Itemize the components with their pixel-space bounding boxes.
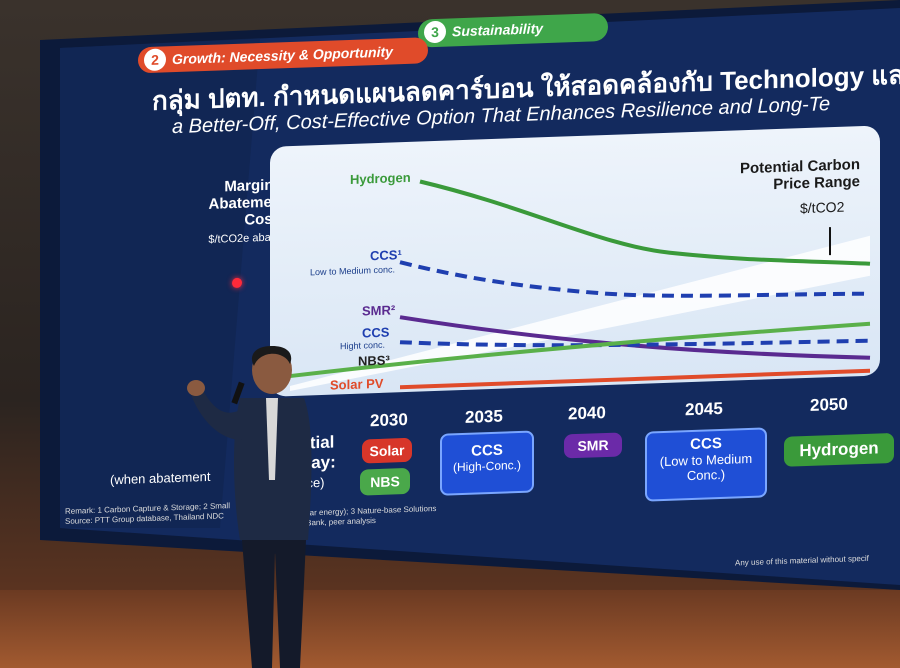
speaker-figure [187, 346, 312, 668]
year-label: 2040 [568, 402, 606, 424]
year-label: 2035 [465, 406, 503, 427]
presentation-slide: 3 Sustainability 2 Growth: Necessity & Opp… [65, 0, 900, 580]
year-label: 2030 [370, 409, 408, 431]
series-line-hydrogen [419, 179, 871, 266]
series-label-nbs: NBS³ [358, 352, 390, 369]
series-label-ccs-high: CCS [362, 324, 390, 341]
tab-growth: 2 Growth: Necessity & Opportunity [138, 37, 428, 74]
series-label-hydrogen: Hydrogen [350, 169, 411, 187]
laser-pointer-dot [232, 277, 242, 289]
tab-number: 2 [144, 48, 166, 72]
stage-floor [0, 590, 900, 668]
series-label-solar: Solar PV [330, 375, 384, 393]
series-label-ccs-low: CCS¹ [370, 247, 402, 264]
chart-panel: Hydrogen CCS¹ Low to Medium conc. SMR² C… [270, 125, 880, 397]
year-label: 2045 [685, 398, 723, 420]
tech-box-ccs-low: CCS (Low to Medium Conc.) [645, 427, 767, 502]
carbon-price-band [290, 235, 870, 392]
chart-svg [289, 179, 871, 392]
tech-box-smr: SMR [564, 432, 622, 459]
year-label: 2050 [810, 394, 848, 415]
tech-box-ccs-high: CCS (High-Conc.) [440, 430, 534, 496]
price-range-label: Potential Carbon Price Range [739, 156, 860, 194]
series-label-smr: SMR² [362, 302, 396, 319]
series-line-solar [400, 368, 870, 390]
series-line-nbs [289, 321, 871, 379]
tech-box-hydrogen: Hydrogen [784, 432, 894, 467]
tab-number: 3 [424, 20, 446, 44]
tab-label: Growth: Necessity & Opportunity [172, 43, 393, 68]
price-range-unit: $/tCO2 [800, 198, 845, 217]
tech-box-sub: (High-Conc.) [452, 457, 521, 475]
tech-box-solar: Solar [362, 437, 412, 464]
tab-label: Sustainability [452, 20, 544, 40]
series-sub-ccs-high: Hight conc. [340, 339, 386, 352]
tech-box-nbs: NBS [360, 467, 410, 496]
tab-sustainability: 3 Sustainability [418, 12, 608, 48]
